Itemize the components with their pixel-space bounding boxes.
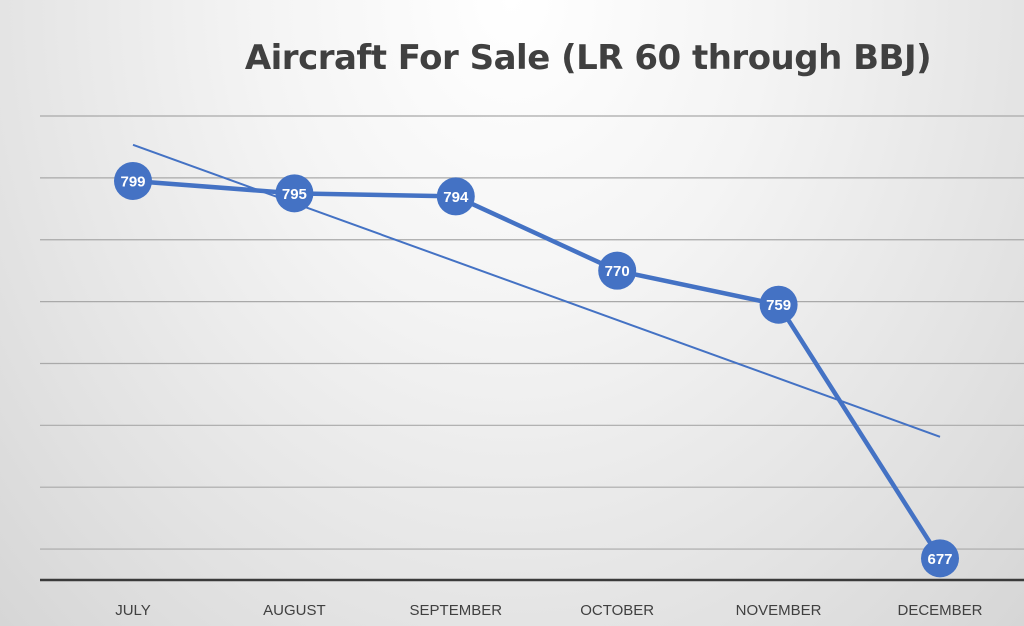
x-tick-label: AUGUST	[263, 602, 326, 619]
x-tick-label: SEPTEMBER	[410, 602, 503, 619]
data-point-marker	[275, 174, 314, 213]
gridlines	[40, 115, 1024, 550]
x-tick-label: JULY	[115, 602, 151, 619]
marker-layer: 799 795 794 770 759 677	[114, 161, 959, 578]
data-label: 795	[282, 186, 307, 203]
data-label: 799	[120, 173, 145, 190]
x-tick-label: OCTOBER	[580, 602, 654, 619]
chart-title: Aircraft For Sale (LR 60 through BBJ)	[244, 38, 932, 78]
series-layer	[132, 178, 942, 560]
data-label: 794	[443, 189, 469, 206]
data-point-marker	[759, 285, 798, 324]
data-point-marker	[114, 161, 152, 200]
data-point-marker	[436, 177, 475, 216]
data-point-marker	[921, 539, 959, 578]
data-label: 759	[766, 297, 791, 314]
x-tick-label: DECEMBER	[897, 602, 982, 619]
data-label: 770	[605, 263, 630, 280]
series-line	[132, 178, 942, 560]
x-axis-tick-labels: JULY AUGUST SEPTEMBER OCTOBER NOVEMBER DECEMB…	[115, 602, 982, 619]
data-label: 677	[927, 551, 952, 568]
data-point-marker	[598, 251, 637, 290]
x-tick-label: NOVEMBER	[736, 602, 822, 619]
